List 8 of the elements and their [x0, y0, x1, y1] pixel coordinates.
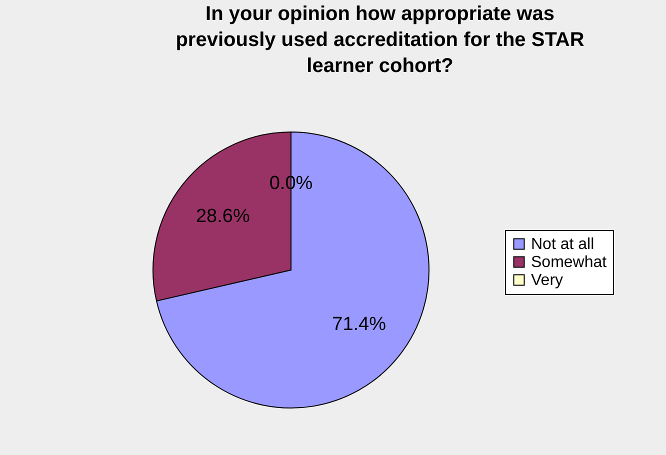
data-label: 71.4%: [332, 314, 386, 336]
legend-label: Very: [531, 272, 564, 289]
text: 0.0%: [269, 173, 313, 194]
legend-label: Somewhat: [531, 254, 608, 271]
data-label: 28.6%: [196, 206, 250, 227]
chart-title: In your opinion how appropriate was previously used accreditation for the STAR learner cohort?: [176, 3, 585, 77]
legend-label: Not at all: [531, 236, 594, 253]
pie-slice: [156, 132, 430, 408]
